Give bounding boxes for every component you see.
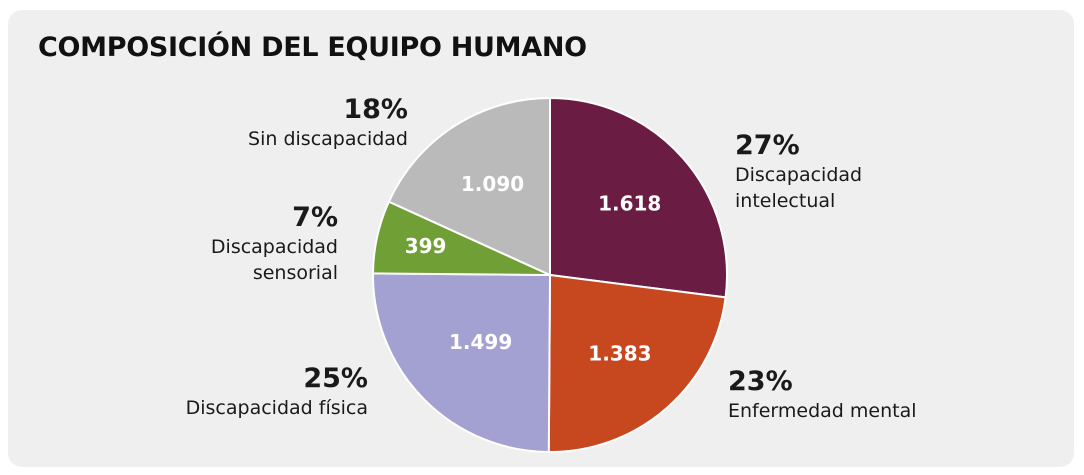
slice-annotation: 23% Enfermedad mental <box>728 366 988 424</box>
chart-title: COMPOSICIÓN DEL EQUIPO HUMANO <box>38 32 587 63</box>
category-label: Discapacidad intelectual <box>735 164 863 212</box>
percent-label: 25% <box>303 363 368 394</box>
pie-slice <box>549 96 728 299</box>
slice-annotation: 18% Sin discapacidad <box>158 94 408 152</box>
percent-label: 23% <box>728 366 793 397</box>
slice-annotation: 27% Discapacidad intelectual <box>735 130 905 214</box>
value-label: 1.499 <box>449 330 512 354</box>
slice-annotation: 7% Discapacidad sensorial <box>148 202 338 286</box>
category-label: Discapacidad física <box>185 397 368 419</box>
pie-slice <box>372 272 552 454</box>
category-label: Discapacidad sensorial <box>210 236 338 284</box>
value-label: 1.618 <box>598 191 661 215</box>
pie-slice <box>547 273 727 453</box>
category-label: Sin discapacidad <box>248 128 408 150</box>
percent-label: 27% <box>735 130 800 161</box>
chart-panel: COMPOSICIÓN DEL EQUIPO HUMANO 1.618 1.383… <box>8 10 1074 467</box>
value-label: 1.090 <box>461 172 524 196</box>
pie-slice <box>387 96 551 277</box>
chart: 1.618 1.383 1.499 399 1.090 <box>371 96 728 454</box>
percent-label: 18% <box>343 94 408 125</box>
slice-annotation: 25% Discapacidad física <box>178 363 368 421</box>
category-label: Enfermedad mental <box>728 400 917 422</box>
percent-label: 7% <box>292 202 338 233</box>
value-label: 399 <box>405 234 447 258</box>
value-label: 1.383 <box>588 341 651 365</box>
